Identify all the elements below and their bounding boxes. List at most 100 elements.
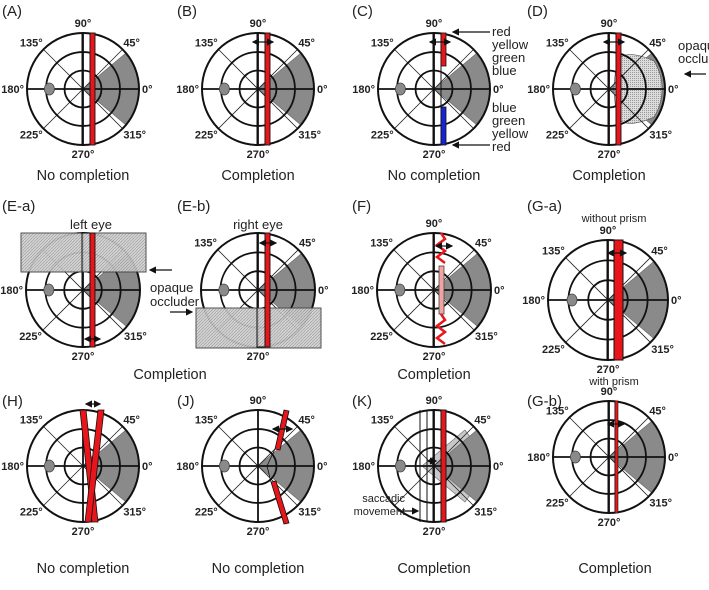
angle-label-315: 315° bbox=[298, 506, 321, 518]
angle-label-90: 90° bbox=[426, 18, 443, 30]
panel-label: (B) bbox=[177, 3, 197, 20]
eccentricity-ring bbox=[414, 446, 454, 486]
angle-label-0: 0° bbox=[671, 295, 682, 307]
panel-label: (G-a) bbox=[527, 198, 562, 215]
saccadic-label: movement bbox=[354, 506, 405, 518]
opaque-occluder-bottom bbox=[195, 307, 322, 349]
eye-label: left eye bbox=[70, 217, 112, 232]
angle-label-90: 90° bbox=[250, 18, 267, 30]
angle-label-0: 0° bbox=[668, 84, 679, 96]
blind-spot bbox=[394, 283, 406, 297]
angle-label-0: 0° bbox=[668, 452, 679, 464]
angle-label-90: 90° bbox=[75, 18, 92, 30]
angle-label-270: 270° bbox=[72, 526, 95, 538]
red-bar-stimulus bbox=[440, 409, 447, 523]
outer-ring bbox=[376, 232, 492, 348]
angle-label-180: 180° bbox=[176, 461, 199, 473]
panel-caption: Completion bbox=[133, 367, 206, 383]
color-sequence-top: yellow bbox=[492, 37, 529, 52]
tilted-red-bar-bottom bbox=[270, 480, 290, 525]
color-sequence-top: red bbox=[492, 24, 511, 39]
angle-label-270: 270° bbox=[247, 351, 270, 363]
angle-label-270: 270° bbox=[72, 149, 95, 161]
panel-caption: Completion bbox=[221, 168, 294, 184]
eccentricity-ring bbox=[589, 437, 629, 477]
panel-caption: Completion bbox=[397, 367, 470, 383]
prism-label: without prism bbox=[581, 213, 647, 225]
angle-label-90: 90° bbox=[426, 218, 443, 230]
angle-label-270: 270° bbox=[598, 149, 621, 161]
angle-label-135: 135° bbox=[546, 405, 569, 417]
blind-spot bbox=[43, 283, 55, 297]
angle-label-270: 270° bbox=[423, 526, 446, 538]
panel-label: (H) bbox=[2, 393, 23, 410]
angle-label-45: 45° bbox=[299, 238, 316, 250]
angle-label-90: 90° bbox=[250, 395, 267, 407]
outer-ring bbox=[201, 409, 315, 523]
blind-spot bbox=[218, 459, 230, 473]
angle-label-135: 135° bbox=[194, 238, 217, 250]
angle-label-315: 315° bbox=[124, 331, 147, 343]
angle-label-315: 315° bbox=[123, 506, 146, 518]
angle-label-180: 180° bbox=[0, 285, 23, 297]
angle-label-225: 225° bbox=[19, 331, 42, 343]
red-bar-stimulus bbox=[264, 232, 271, 348]
angle-label-0: 0° bbox=[494, 285, 505, 297]
angle-label-45: 45° bbox=[298, 414, 315, 426]
angle-label-180: 180° bbox=[527, 84, 550, 96]
blue-bar-segment bbox=[440, 106, 447, 146]
angle-label-225: 225° bbox=[195, 129, 218, 141]
angle-label-0: 0° bbox=[318, 285, 329, 297]
panel-caption: No completion bbox=[37, 561, 130, 577]
angle-label-180: 180° bbox=[527, 452, 550, 464]
angle-label-225: 225° bbox=[542, 344, 565, 356]
angle-label-180: 180° bbox=[522, 295, 545, 307]
angle-label-45: 45° bbox=[123, 37, 140, 49]
angle-label-90: 90° bbox=[600, 225, 617, 237]
angle-label-225: 225° bbox=[20, 129, 43, 141]
panel-label: (F) bbox=[352, 198, 371, 215]
panel-caption: No completion bbox=[212, 561, 305, 577]
color-sequence-bottom: yellow bbox=[492, 126, 529, 141]
angle-label-135: 135° bbox=[20, 37, 43, 49]
occluder-label: opaque bbox=[150, 280, 193, 295]
angle-label-45: 45° bbox=[123, 414, 140, 426]
angle-label-315: 315° bbox=[649, 497, 672, 509]
angle-label-270: 270° bbox=[247, 149, 270, 161]
blind-spot bbox=[394, 82, 406, 96]
angle-label-0: 0° bbox=[142, 84, 153, 96]
red-bar-stimulus bbox=[615, 32, 622, 146]
blind-spot bbox=[218, 82, 230, 96]
angle-label-270: 270° bbox=[72, 351, 95, 363]
eccentricity-ring bbox=[587, 279, 629, 321]
angle-label-315: 315° bbox=[475, 331, 498, 343]
angle-label-315: 315° bbox=[649, 129, 672, 141]
blind-spot bbox=[394, 459, 406, 473]
panel-label: (J) bbox=[177, 393, 195, 410]
angle-label-180: 180° bbox=[1, 461, 24, 473]
angle-label-180: 180° bbox=[352, 84, 375, 96]
saccadic-label: saccadic bbox=[362, 493, 405, 505]
angle-label-270: 270° bbox=[423, 149, 446, 161]
angle-label-0: 0° bbox=[493, 461, 504, 473]
occluder-label: occluder bbox=[150, 294, 200, 309]
eccentricity-ring bbox=[63, 69, 103, 109]
panel-label: (K) bbox=[352, 393, 372, 410]
color-sequence-top: green bbox=[492, 50, 525, 65]
angle-label-0: 0° bbox=[142, 461, 153, 473]
angle-label-225: 225° bbox=[546, 497, 569, 509]
zigzag-red-bar-bottom bbox=[434, 313, 448, 345]
angle-label-135: 135° bbox=[195, 37, 218, 49]
red-bar-stimulus bbox=[264, 32, 271, 146]
angle-label-180: 180° bbox=[352, 461, 375, 473]
angle-label-45: 45° bbox=[649, 37, 666, 49]
eccentricity-ring bbox=[589, 69, 629, 109]
angle-label-225: 225° bbox=[195, 506, 218, 518]
panel-caption: No completion bbox=[37, 168, 130, 184]
color-sequence-bottom: green bbox=[492, 113, 525, 128]
angle-label-180: 180° bbox=[351, 285, 374, 297]
panel-label: (C) bbox=[352, 3, 373, 20]
angle-label-45: 45° bbox=[474, 414, 491, 426]
thin-red-bar-stimulus bbox=[614, 400, 619, 514]
